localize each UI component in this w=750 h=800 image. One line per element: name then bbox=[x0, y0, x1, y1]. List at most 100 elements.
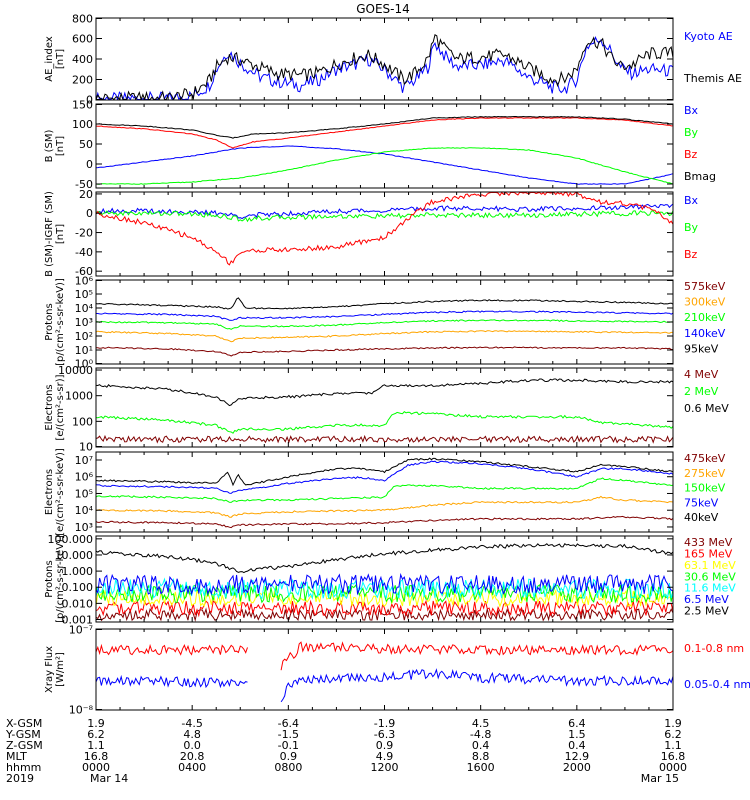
y-tick-label: 10⁵ bbox=[75, 487, 93, 500]
y-axis-label-line: B (SM) bbox=[44, 129, 55, 162]
series-line-bx bbox=[96, 203, 673, 220]
y-tick-label: 10⁻⁷ bbox=[69, 624, 93, 637]
series-line-by bbox=[96, 147, 673, 185]
y-axis-label: B (SM)[nT] bbox=[44, 129, 66, 162]
legend-label-30-6-mev: 30.6 MeV bbox=[684, 570, 736, 583]
footer-cell: 2000 bbox=[563, 761, 591, 774]
footer-cell: -6.4 bbox=[278, 717, 299, 730]
footer-row-label: 2019 bbox=[6, 772, 34, 785]
y-tick-label: 1000 bbox=[65, 390, 93, 403]
series-line-by bbox=[96, 210, 673, 223]
panel-series-group bbox=[96, 297, 673, 357]
y-tick-label: 100 bbox=[72, 415, 93, 428]
y-axis-label-line: AE_index bbox=[44, 36, 55, 82]
panel-6: 10³ 10⁴ 10⁵ 10⁶ 10⁷ Electrons[e/(cm²-s-sr-keV… bbox=[44, 448, 726, 536]
footer-cell: 1200 bbox=[371, 761, 399, 774]
footer-cell: 0.9 bbox=[376, 739, 394, 752]
panel-1: 0 200 400 600 800 AE_index[nT] Kyoto AE Themis … bbox=[44, 13, 742, 107]
panel-series-group bbox=[96, 641, 673, 703]
footer-cell: 0000 bbox=[82, 761, 110, 774]
y-tick-label: 100 bbox=[72, 118, 93, 131]
panel-series-group bbox=[96, 542, 673, 622]
y-axis-label-line: Xray Flux bbox=[44, 646, 55, 693]
footer-cell: -4.5 bbox=[181, 717, 202, 730]
legend-label-140kev: 140keV bbox=[684, 327, 726, 340]
legend-label-0-1-0-8-nm: 0.1-0.8 nm bbox=[684, 642, 744, 655]
y-tick-label: 400 bbox=[72, 53, 93, 66]
footer-cell: 1.5 bbox=[568, 728, 586, 741]
y-tick-label: 10³ bbox=[75, 316, 93, 329]
footer-cell: 20.8 bbox=[180, 750, 205, 763]
y-axis-label-line: Protons bbox=[44, 560, 55, 597]
y-axis-label-line: [nT] bbox=[55, 136, 66, 156]
footer-cell: 8.8 bbox=[472, 750, 490, 763]
y-tick-label: 800 bbox=[72, 13, 93, 26]
y-tick-label: 10⁻⁸ bbox=[69, 704, 94, 717]
series-line-4-mev bbox=[96, 434, 673, 444]
series-line-40kev bbox=[96, 457, 673, 487]
legend-label-2-5-mev: 2.5 MeV bbox=[684, 605, 729, 618]
legend-label-4-mev: 4 MeV bbox=[684, 368, 719, 381]
legend-label-40kev: 40keV bbox=[684, 511, 719, 524]
footer-cell: 6.2 bbox=[87, 728, 105, 741]
footer-cell: 1.9 bbox=[87, 717, 105, 730]
footer-cell: 4.5 bbox=[472, 717, 490, 730]
panel-7: 0.0010.0100.1001.00010.000100.000Protons… bbox=[44, 533, 736, 627]
y-tick-label: 10² bbox=[75, 330, 93, 343]
series-line-433-mev bbox=[96, 607, 673, 622]
y-axis-label: Protons[p/(cm²-s-sr-keV)] bbox=[44, 278, 66, 366]
series-line-0-1-0-8-nm bbox=[280, 641, 673, 671]
legend-label-433-mev: 433 MeV bbox=[684, 536, 733, 549]
footer-cell: -4.8 bbox=[470, 728, 491, 741]
footer-cell: 6.4 bbox=[568, 717, 586, 730]
y-tick-label: 200 bbox=[72, 74, 93, 87]
y-tick-label: 10000 bbox=[58, 364, 93, 377]
panel-3: -60 -40 -20 0 20 B (SM)-IGRF (SM)[nT] Bx By Bz bbox=[44, 188, 699, 278]
y-axis-label-line: Electrons bbox=[44, 469, 55, 515]
footer-cell: 1.1 bbox=[664, 739, 682, 752]
legend-label-0-6-mev: 0.6 MeV bbox=[684, 402, 729, 415]
y-axis-label-line: [e/(cm²-s-sr)] bbox=[55, 374, 66, 440]
legend-label-bz: Bz bbox=[684, 248, 698, 261]
footer-cell: Mar 14 bbox=[90, 772, 128, 785]
footer-cell: 0.0 bbox=[183, 739, 201, 752]
y-axis-label-line: [e/(cm²-s-sr-keV)] bbox=[55, 448, 66, 536]
legend-label-11-6-mev: 11.6 MeV bbox=[684, 582, 736, 595]
y-tick-label: -50 bbox=[75, 178, 93, 191]
footer-cell: 0800 bbox=[274, 761, 302, 774]
footer-cell: 1.9 bbox=[664, 717, 682, 730]
y-tick-label: 1.000 bbox=[62, 565, 94, 578]
series-line-0-05-0-4-nm bbox=[280, 668, 673, 703]
y-tick-label: 10.000 bbox=[55, 549, 94, 562]
legend-label-210kev: 210keV bbox=[684, 311, 726, 324]
series-line-140kev bbox=[96, 310, 673, 321]
y-axis-label-line: B (SM)-IGRF (SM) bbox=[44, 191, 55, 277]
y-tick-label: 0 bbox=[86, 158, 93, 171]
series-line-bmag bbox=[96, 115, 673, 139]
footer-cell: 1.1 bbox=[87, 739, 105, 752]
legend-label-bx: Bx bbox=[684, 104, 699, 117]
series-line-2-mev bbox=[96, 411, 673, 434]
legend-label-0-05-0-4-nm: 0.05-0.4 nm bbox=[684, 678, 750, 691]
footer-cell: 1600 bbox=[467, 761, 495, 774]
legend-label-300kev: 300keV bbox=[684, 296, 726, 309]
y-axis-label: Electrons[e/(cm²-s-sr-keV)] bbox=[44, 448, 66, 536]
legend-label-themis-ae: Themis AE bbox=[683, 72, 742, 85]
y-tick-label: 0.100 bbox=[62, 581, 94, 594]
series-line-575kev bbox=[96, 346, 673, 357]
footer-row-label: hhmm bbox=[6, 761, 41, 774]
y-tick-label: 10⁶ bbox=[75, 275, 94, 288]
footer-cell: 4.8 bbox=[183, 728, 201, 741]
legend-label-475kev: 475keV bbox=[684, 452, 726, 465]
legend-label-63-1-mev: 63.1 MeV bbox=[684, 559, 736, 572]
legend-label-275kev: 275keV bbox=[684, 467, 726, 480]
footer-cell: 6.2 bbox=[664, 728, 682, 741]
y-axis-label: B (SM)-IGRF (SM)[nT] bbox=[44, 191, 66, 277]
series-line-95kev bbox=[96, 297, 673, 310]
footer-row-label: MLT bbox=[6, 750, 27, 763]
panel-2: -50 0 50 100 150 B (SM)[nT] Bx By Bz Bmag bbox=[44, 99, 716, 192]
panel-series-group bbox=[96, 378, 673, 444]
footer-cell: 16.8 bbox=[84, 750, 109, 763]
y-axis-label-line: [W/m²] bbox=[55, 652, 66, 687]
